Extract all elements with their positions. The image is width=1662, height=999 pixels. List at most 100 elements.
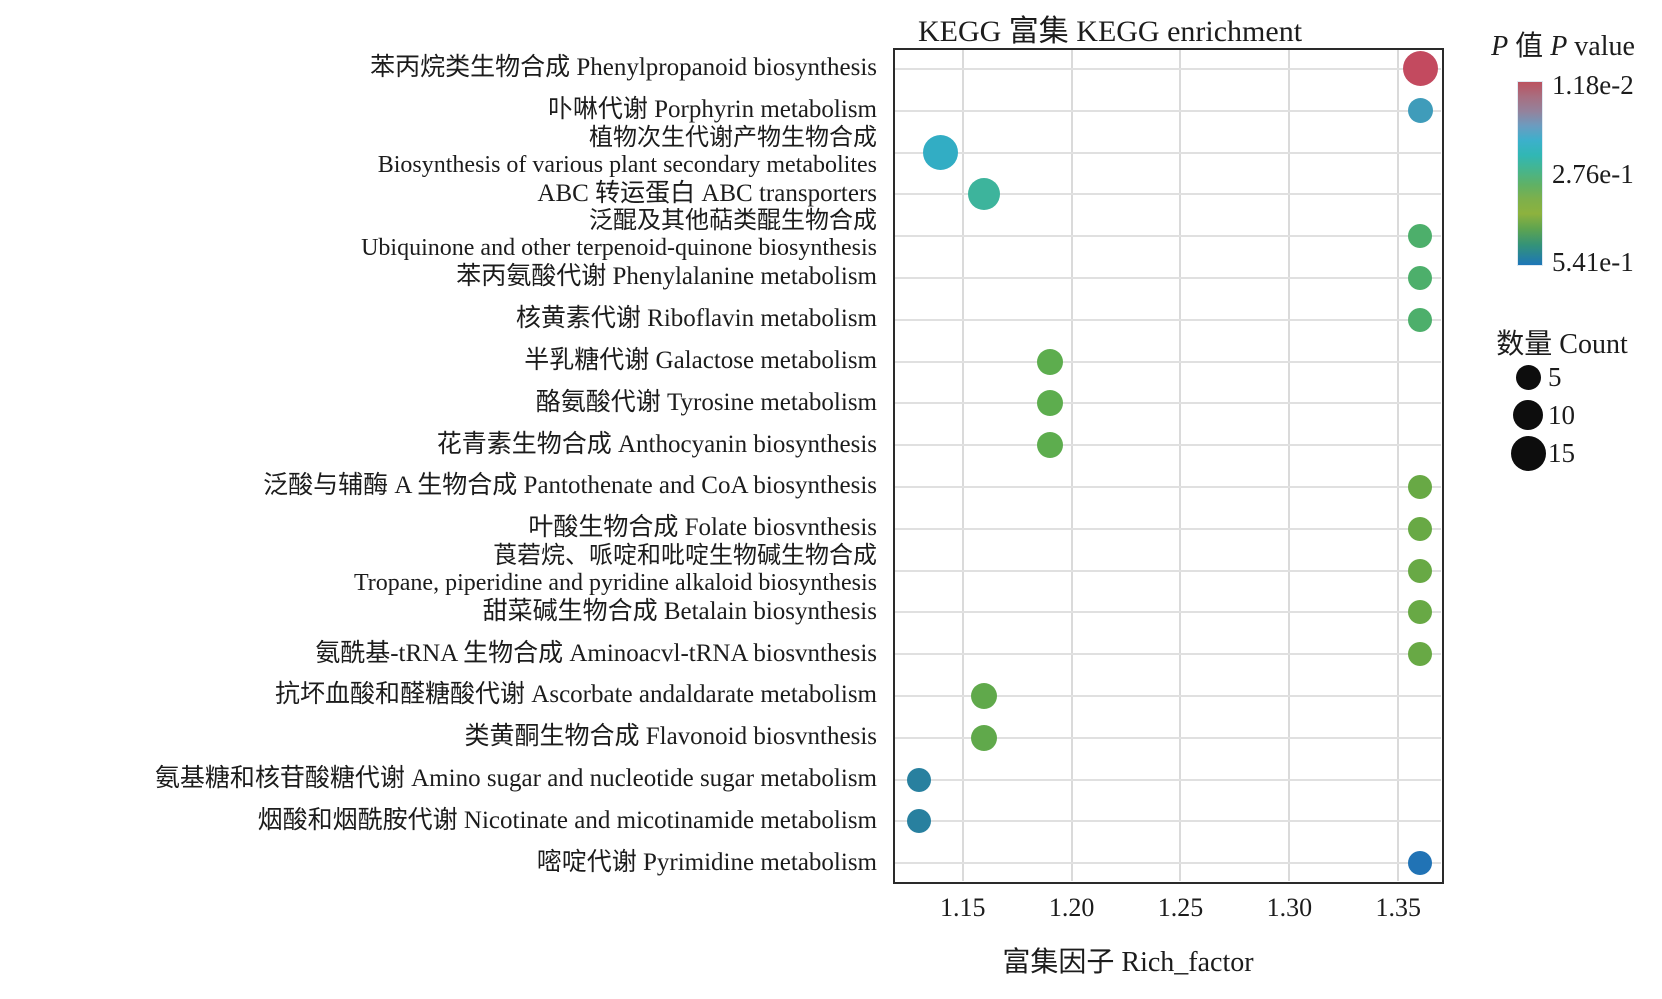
pathway-label: 酪氨酸代谢 Tyrosine metabolism <box>0 389 877 416</box>
data-point <box>1408 600 1433 625</box>
pathway-label: 氨基糖和核苷酸糖代谢 Amino sugar and nucleotide su… <box>0 765 877 792</box>
horizontal-gridline <box>895 235 1441 238</box>
pathway-label-line: 类黄酮生物合成 Flavonoid biosvnthesis <box>464 723 877 751</box>
pvalue-legend-title: P 值 P value <box>1468 24 1658 64</box>
horizontal-gridline <box>895 360 1441 363</box>
pathway-label-line: 植物次生代谢产物生物合成 <box>589 124 877 151</box>
pathway-label-line: 花青素生物合成 Anthocyanin biosynthesis <box>436 430 877 458</box>
x-axis-label: 富集因子 Rich_factor <box>1002 947 1254 978</box>
pathway-label: 花青素生物合成 Anthocyanin biosynthesis <box>0 431 877 458</box>
x-tick-label: 1.15 <box>939 893 986 922</box>
data-point <box>1036 432 1063 459</box>
horizontal-gridline <box>895 109 1441 112</box>
horizontal-gridline <box>895 402 1441 405</box>
data-point <box>1408 474 1433 499</box>
pathway-label-line: 嘧啶代谢 Pyrimidine metabolism <box>536 848 877 876</box>
data-point <box>907 767 932 792</box>
horizontal-gridline <box>895 485 1441 488</box>
data-point <box>971 724 998 751</box>
horizontal-gridline <box>895 318 1441 321</box>
horizontal-gridline <box>895 151 1441 154</box>
data-point <box>1407 98 1433 124</box>
data-point <box>907 809 932 834</box>
horizontal-gridline <box>895 569 1441 572</box>
horizontal-gridline <box>895 862 1441 865</box>
pathway-label-line: 泛酸与辅酶 A 生物合成 Pantothenate and CoA biosyn… <box>263 472 877 500</box>
x-tick-label: 1.25 <box>1157 893 1204 922</box>
pathway-label: 烟酸和烟酰胺代谢 Nicotinate and micotinamide met… <box>0 807 877 834</box>
pvalue-legend-title-p2: P <box>1550 31 1568 62</box>
data-point <box>1408 307 1433 332</box>
pathway-label: 半乳糖代谢 Galactose metabolism <box>0 347 877 374</box>
count-legend-title: 数量 Count <box>1496 329 1628 360</box>
pathway-label: 核黄素代谢 Riboflavin metabolism <box>0 305 877 332</box>
vertical-gridline <box>1397 50 1400 881</box>
pathway-label-line: 酪氨酸代谢 Tyrosine metabolism <box>535 388 877 416</box>
x-tick-label: 1.35 <box>1375 893 1422 922</box>
pvalue-colorbar-label-max: 1.18e-2 <box>1552 70 1634 100</box>
data-point <box>971 682 998 709</box>
horizontal-gridline <box>895 778 1441 781</box>
horizontal-gridline <box>895 276 1441 279</box>
horizontal-gridline <box>895 653 1441 656</box>
vertical-gridline <box>1179 50 1182 881</box>
pvalue-legend-title-en: value <box>1567 31 1635 62</box>
pathway-label-line: 叶酸生物合成 Folate biosvnthesis <box>528 514 877 542</box>
pathway-label: 卟啉代谢 Porphyrin metabolism <box>0 96 877 123</box>
pvalue-colorbar-label-mid: 2.76e-1 <box>1552 159 1634 189</box>
count-legend-dot <box>1515 364 1541 390</box>
data-point <box>923 135 959 170</box>
vertical-gridline <box>961 50 964 881</box>
count-legend-label: 10 <box>1548 400 1575 430</box>
pathway-label-line: 氨基糖和核苷酸糖代谢 Amino sugar and nucleotide su… <box>154 765 877 792</box>
pathway-label-line: Biosynthesis of various plant secondary … <box>377 151 877 178</box>
vertical-gridline <box>1070 50 1073 881</box>
data-point <box>1408 265 1433 290</box>
horizontal-gridline <box>895 736 1441 739</box>
pathway-label-line: 苯丙氨酸代谢 Phenylalanine metabolism <box>456 263 877 291</box>
pathway-label-line: 氨酰基-tRNA 生物合成 Aminoacvl-tRNA biosvnthesi… <box>315 639 877 667</box>
pathway-label-line: 半乳糖代谢 Galactose metabolism <box>524 347 877 374</box>
count-legend-label: 15 <box>1548 438 1575 468</box>
pathway-label: 氨酰基-tRNA 生物合成 Aminoacvl-tRNA biosvnthesi… <box>0 640 877 667</box>
pathway-label: 泛醌及其他萜类醌生物合成 Ubiquinone and other terpeno… <box>0 208 877 262</box>
pathway-label: 类黄酮生物合成 Flavonoid biosvnthesis <box>0 723 877 750</box>
x-tick-label: 1.20 <box>1048 893 1095 922</box>
data-point <box>1408 224 1433 249</box>
pathway-label-line: ABC 转运蛋白 ABC transporters <box>537 179 877 207</box>
pvalue-colorbar <box>1517 81 1543 266</box>
chart-title: KEGG 富集 KEGG enrichment <box>917 15 1303 48</box>
pathway-label-line: 抗坏血酸和醛糖酸代谢 Ascorbate andaldarate metabol… <box>275 681 877 709</box>
pvalue-colorbar-label-min: 5.41e-1 <box>1552 247 1634 277</box>
pathway-label: 叶酸生物合成 Folate biosvnthesis <box>0 514 877 541</box>
horizontal-gridline <box>895 820 1441 823</box>
data-point <box>968 178 1001 211</box>
pvalue-legend-title-cn: 值 <box>1508 31 1551 62</box>
count-legend-dot <box>1513 400 1543 430</box>
pathway-label: 莨菪烷、哌啶和吡啶生物碱生物合成 Tropane, piperidine and … <box>0 543 877 597</box>
vertical-gridline <box>1288 50 1291 881</box>
horizontal-gridline <box>895 193 1441 196</box>
pvalue-legend-title-p1: P <box>1491 31 1509 62</box>
pathway-label-line: 苯丙烷类生物合成 Phenylpropanoid biosynthesis <box>370 54 877 82</box>
count-legend-dot <box>1510 435 1546 471</box>
horizontal-gridline <box>895 694 1441 697</box>
data-point <box>1036 348 1063 375</box>
pathway-label-line: 核黄素代谢 Riboflavin metabolism <box>515 305 877 333</box>
pathway-label-line: Tropane, piperidine and pyridine alkaloi… <box>353 569 877 596</box>
horizontal-gridline <box>895 67 1441 70</box>
pathway-label: 泛酸与辅酶 A 生物合成 Pantothenate and CoA biosyn… <box>0 472 877 499</box>
pathway-label-line: 莨菪烷、哌啶和吡啶生物碱生物合成 <box>493 542 877 569</box>
pathway-label: 苯丙烷类生物合成 Phenylpropanoid biosynthesis <box>0 54 877 81</box>
horizontal-gridline <box>895 444 1441 447</box>
pathway-label-line: 烟酸和烟酰胺代谢 Nicotinate and micotinamide met… <box>257 806 877 834</box>
x-tick-label: 1.30 <box>1266 893 1313 922</box>
data-point <box>1408 558 1433 583</box>
pathway-label: 植物次生代谢产物生物合成 Biosynthesis of various plan… <box>0 125 877 179</box>
pathway-label-line: 卟啉代谢 Porphyrin metabolism <box>547 96 877 124</box>
pathway-label: 嘧啶代谢 Pyrimidine metabolism <box>0 849 877 876</box>
pathway-label: 苯丙氨酸代谢 Phenylalanine metabolism <box>0 263 877 290</box>
pathway-label-line: 甜菜碱生物合成 Betalain biosynthesis <box>482 597 877 625</box>
horizontal-gridline <box>895 527 1441 530</box>
pathway-label: 甜菜碱生物合成 Betalain biosynthesis <box>0 598 877 625</box>
